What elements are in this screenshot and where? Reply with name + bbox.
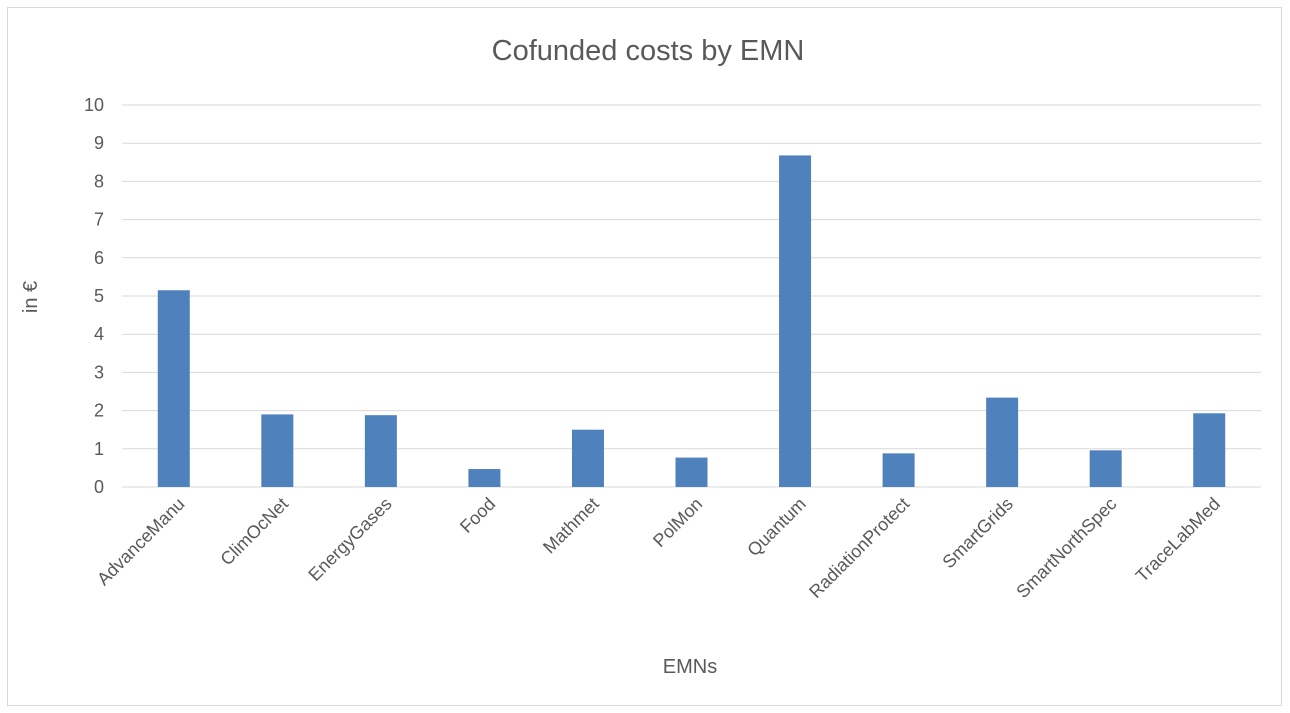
x-tick-label: EnergyGases [304,494,395,585]
x-axis-tick-labels: AdvanceManu ClimOcNet EnergyGases Food Mathm… [93,494,1224,602]
bar-advancemanu [157,290,190,487]
y-tick-label: 8 [94,171,104,191]
y-tick-label: 6 [94,248,104,268]
y-tick-label: 0 [94,477,104,497]
y-tick-label: 5 [94,286,104,306]
x-tick-label: Quantum [743,494,810,561]
bar-quantum [779,155,812,487]
x-tick-label: PolMon [649,494,706,551]
x-tick-label: Food [456,494,499,537]
bars [157,155,1226,487]
gridlines [122,104,1261,488]
y-tick-label: 7 [94,210,104,230]
x-tick-label: SmartGrids [938,494,1016,572]
y-tick-label: 9 [94,133,104,153]
y-tick-label: 1 [94,439,104,459]
x-tick-label: Mathmet [539,494,603,558]
x-tick-label: TraceLabMed [1132,494,1224,586]
bar-smartnorthspec [1089,450,1122,487]
bar-climocnet [261,414,294,487]
bar-smartgrids [986,397,1019,487]
x-axis-title: EMNs [663,656,717,678]
x-tick-label: RadiationProtect [805,494,913,602]
bar-food [468,469,501,487]
x-tick-label: SmartNorthSpec [1012,494,1120,602]
x-tick-label: AdvanceManu [93,494,189,590]
chart-title: Cofunded costs by EMN [492,35,805,67]
y-axis-title: in € [20,281,42,313]
bar-energygases [364,415,397,487]
chart-frame [7,7,1282,706]
bar-mathmet [571,429,604,487]
y-tick-label: 10 [84,95,104,115]
y-tick-label: 2 [94,401,104,421]
bar-radiationprotect [882,453,915,487]
y-tick-label: 3 [94,362,104,382]
bar-polmon [675,457,708,487]
y-tick-label: 4 [94,324,104,344]
x-tick-label: ClimOcNet [216,494,292,570]
bar-tracelabmed [1193,413,1226,487]
y-axis-tick-labels: 0 1 2 3 4 5 6 7 8 9 10 [84,95,104,497]
